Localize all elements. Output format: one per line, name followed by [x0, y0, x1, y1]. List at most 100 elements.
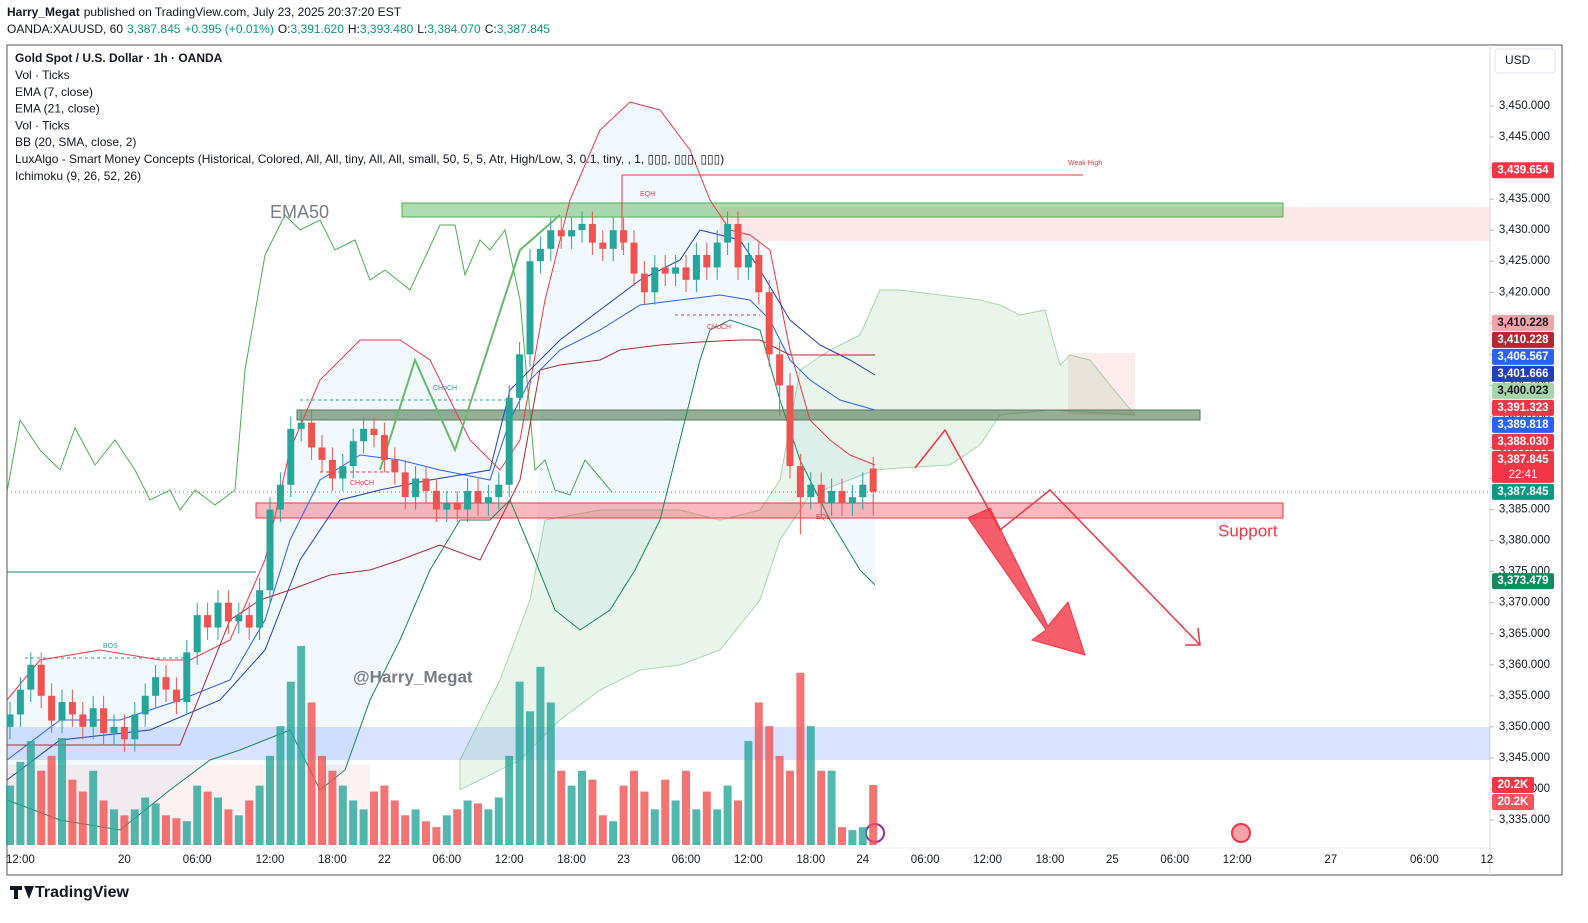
candle-body — [432, 490, 440, 510]
volume-bar — [796, 672, 805, 845]
bb-upper — [6, 101, 876, 701]
volume-bar — [827, 770, 836, 845]
volume-bar — [775, 755, 784, 845]
y-tick-label: 3,355.000 — [1499, 690, 1550, 702]
candle-body — [848, 497, 856, 504]
candle-body — [755, 255, 763, 293]
volume-bar — [234, 815, 243, 845]
candle-body — [422, 478, 430, 491]
candle-body — [412, 478, 420, 498]
candle-body — [6, 714, 14, 727]
choch-label: CHoCH — [350, 480, 374, 487]
candle-body — [193, 615, 201, 653]
volume-bar — [650, 809, 659, 845]
volume-bar — [141, 797, 150, 845]
x-tick-label: 06:00 — [1410, 854, 1439, 866]
x-tick-label: 24 — [856, 854, 869, 866]
volume-bar — [203, 791, 212, 845]
volume-bar — [182, 821, 191, 845]
candle-body — [651, 267, 659, 293]
volume-bar — [515, 681, 524, 845]
candle-body — [131, 714, 139, 740]
volume-bar — [380, 785, 389, 845]
price-tag — [1492, 573, 1554, 590]
ohlc-value: 3,391.620 — [290, 22, 344, 36]
symbol: OANDA:XAUUSD, 60 — [7, 22, 124, 36]
volume-bar — [370, 791, 378, 845]
event-icon[interactable] — [1231, 823, 1251, 843]
volume-bar — [734, 800, 742, 845]
volume-bar — [682, 770, 690, 845]
ohlc-value: 3,384.070 — [427, 22, 481, 36]
candle-body — [786, 385, 794, 467]
legend-entry: Ichimoku (9, 26, 52, 26) — [15, 169, 141, 183]
eqh-label: EQH — [640, 191, 655, 198]
price-tag — [1492, 399, 1554, 416]
candle-body — [869, 468, 877, 492]
volume-bar — [58, 738, 66, 845]
y-tick-label: 3,370.000 — [1499, 597, 1550, 609]
candle-body — [297, 422, 305, 429]
projection-head — [1185, 627, 1201, 646]
volume-bar — [172, 818, 181, 845]
candle-body — [578, 223, 586, 231]
price-tag-label: 3,387.845 — [1497, 486, 1549, 498]
candle-body — [110, 726, 118, 734]
candle-body — [380, 435, 388, 460]
volume-bar — [130, 809, 139, 845]
x-tick-label: 12:00 — [495, 854, 524, 866]
x-tick-label: 12 — [1480, 854, 1493, 866]
x-tick-label: 18:00 — [1036, 854, 1065, 866]
ohlc: L:3,384.070 — [417, 22, 480, 36]
support-label: Support — [1218, 521, 1278, 540]
volume-bar — [567, 785, 576, 845]
candle-body — [68, 702, 76, 715]
candle-body — [152, 677, 160, 696]
candle-body — [183, 652, 191, 703]
y-tick-label: 3,335.000 — [1499, 814, 1550, 826]
x-tick-label: 06:00 — [432, 854, 461, 866]
candle-body — [744, 255, 752, 268]
volume-bar — [848, 830, 857, 845]
candle-body — [360, 428, 368, 442]
ohlc-value: 3,387.845 — [496, 22, 551, 36]
price-tag — [1492, 314, 1554, 331]
volume-bar — [16, 761, 25, 845]
choch-label: CHoCH — [433, 385, 457, 392]
x-tick-label: 12:00 — [1223, 854, 1252, 866]
candle-body — [214, 602, 222, 628]
candle-body — [672, 267, 680, 274]
price-tag — [1492, 433, 1554, 450]
candle-body — [141, 695, 149, 715]
author: Harry_Megat — [7, 5, 80, 19]
price-tag-label: 3,391.323 — [1497, 402, 1548, 414]
volume-bar — [162, 815, 170, 845]
price-tag — [1492, 348, 1554, 365]
volume-bar — [297, 646, 306, 845]
currency-box[interactable] — [1494, 48, 1556, 74]
weak-high-label: Weak High — [1068, 160, 1102, 167]
candle-body — [16, 689, 24, 715]
volume-bar — [609, 821, 618, 845]
y-tick-label: 3,380.000 — [1499, 535, 1550, 547]
ohlc: C:3,387.845 — [485, 22, 550, 36]
volume-bar — [588, 779, 597, 845]
candle-body — [245, 615, 253, 628]
volume-bar — [671, 800, 680, 845]
bb-fill — [7, 340, 500, 830]
legend-entry: Vol · Ticks — [15, 118, 70, 132]
volume-bar — [359, 809, 368, 845]
frame — [6, 44, 1563, 876]
legend-entry: Vol · Ticks — [15, 68, 70, 82]
price-tag — [1492, 483, 1554, 500]
change: +0.395 (+0.01%) — [184, 22, 274, 36]
volume-bar — [110, 809, 118, 845]
price-tag — [1492, 331, 1554, 348]
volume-bar — [630, 770, 638, 845]
candle-body — [692, 255, 700, 280]
candle-body — [484, 497, 492, 504]
candle-body — [630, 242, 638, 274]
volume-bar — [224, 809, 233, 845]
candle-body — [474, 490, 482, 504]
y-tick-label: 3,365.000 — [1499, 628, 1550, 640]
